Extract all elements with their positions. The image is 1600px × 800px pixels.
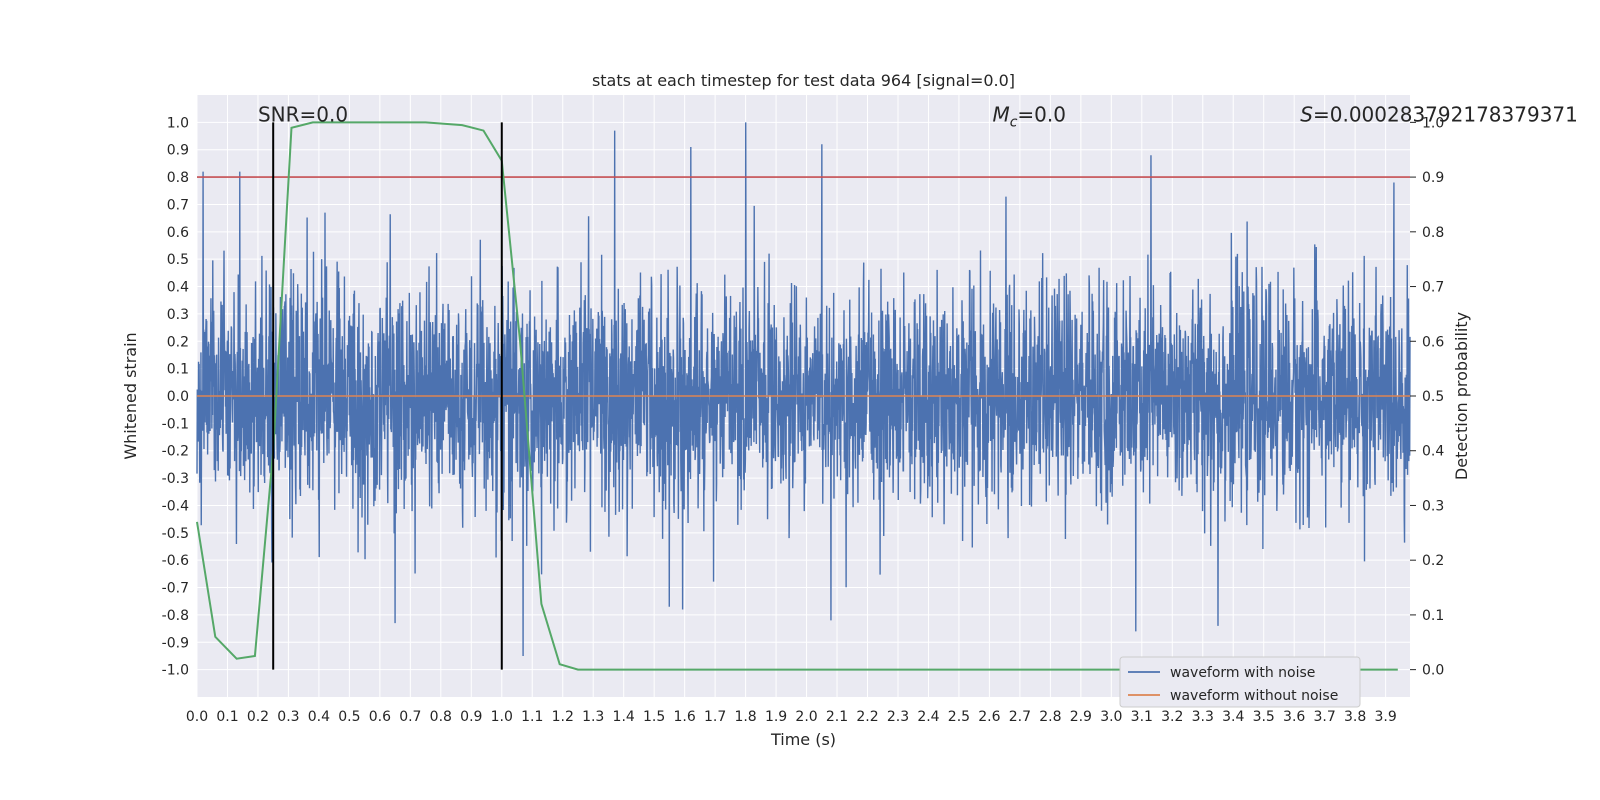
x-tick-label: 1.2 [552, 709, 574, 725]
y2-tick-label: 0.1 [1422, 608, 1444, 624]
y-tick-label: 0.7 [167, 197, 189, 213]
x-tick-label: 2.1 [826, 709, 848, 725]
detection-probability-line [196, 121, 1398, 671]
y-tick-label: -0.3 [162, 471, 189, 487]
y-tick-label: -0.6 [162, 553, 189, 569]
y-tick-label: 0.6 [167, 225, 189, 241]
x-tick-label: 0.5 [338, 709, 360, 725]
legend-label-clean: waveform without noise [1170, 688, 1338, 704]
y2-tick-label: 0.2 [1422, 553, 1444, 569]
x-tick-label: 0.1 [216, 709, 238, 725]
y2-tick-label: 0.0 [1422, 663, 1444, 679]
y-tick-label: 0.4 [167, 280, 189, 296]
y-tick-label: -0.9 [162, 635, 189, 651]
y-tick-label: 0.0 [167, 389, 189, 405]
x-tick-label: 1.3 [582, 709, 604, 725]
mc-subscript: c [1010, 114, 1018, 130]
x-tick-label: 0.9 [460, 709, 482, 725]
x-tick-label: 1.4 [613, 709, 635, 725]
x-tick-label: 0.6 [369, 709, 391, 725]
score-annotation: S=0.000283792178379371 [1300, 102, 1578, 126]
y-tick-label: -0.2 [162, 444, 189, 460]
x-tick-label: 1.7 [704, 709, 726, 725]
chart-marks [196, 121, 1410, 671]
x-tick-label: 0.7 [399, 709, 421, 725]
x-tick-label: 3.0 [1100, 709, 1122, 725]
x-tick-label: 3.7 [1314, 709, 1336, 725]
x-tick-label: 3.1 [1131, 709, 1153, 725]
y2-tick-label: 0.5 [1422, 389, 1444, 405]
legend: waveform with noise waveform without noi… [1119, 656, 1361, 708]
mc-symbol: M [992, 102, 1009, 126]
x-tick-label: 3.3 [1192, 709, 1214, 725]
x-tick-label: 3.8 [1344, 709, 1366, 725]
legend-label-noise: waveform with noise [1170, 665, 1315, 681]
y-tick-label: 0.5 [167, 252, 189, 268]
x-tick-label: 1.5 [643, 709, 665, 725]
y2-tick-label: 0.8 [1422, 225, 1444, 241]
x-tick-label: 1.9 [765, 709, 787, 725]
y-tick-label: -0.1 [162, 416, 189, 432]
x-tick-label: 2.9 [1070, 709, 1092, 725]
y-tick-label: -0.4 [162, 498, 189, 514]
x-tick-label: 1.0 [491, 709, 513, 725]
s-value: =0.000283792178379371 [1313, 102, 1578, 126]
mc-value: =0.0 [1017, 102, 1066, 126]
x-tick-label: 0.3 [277, 709, 299, 725]
y-tick-label: 0.8 [167, 170, 189, 186]
y2-tick-label: 0.9 [1422, 170, 1444, 186]
x-tick-label: 2.2 [856, 709, 878, 725]
x-tick-label: 2.3 [887, 709, 909, 725]
y-tick-label: 0.2 [167, 334, 189, 350]
y2-tick-label: 0.7 [1422, 280, 1444, 296]
y2-tick-label: 0.3 [1422, 498, 1444, 514]
noise-waveform-series [196, 122, 1411, 656]
x-tick-label: 3.6 [1283, 709, 1305, 725]
y-tick-label: 0.1 [167, 362, 189, 378]
x-tick-label: 2.4 [917, 709, 939, 725]
y-tick-label: -0.5 [162, 526, 189, 542]
y-tick-label: -0.7 [162, 581, 189, 597]
noise-waveform-line [196, 122, 1411, 656]
x-tick-label: 1.6 [674, 709, 696, 725]
s-symbol: S [1300, 102, 1313, 126]
legend-box [1119, 656, 1361, 708]
y2-axis-label: Detection probability [1452, 312, 1471, 480]
x-tick-label: 0.4 [308, 709, 330, 725]
x-tick-label: 2.0 [795, 709, 817, 725]
y2-tick-label: 0.4 [1422, 444, 1444, 460]
x-tick-label: 3.2 [1161, 709, 1183, 725]
x-axis-label: Time (s) [770, 730, 836, 749]
tick-labels: 0.0 0.1 0.2 0.3 0.4 0.5 0.6 0.7 0.8 0.9 1.0 1.1 1.2 1… [162, 115, 1445, 725]
x-tick-label: 2.6 [978, 709, 1000, 725]
y-axis-label: Whitened strain [121, 332, 140, 459]
x-tick-label: 0.8 [430, 709, 452, 725]
y-tick-label: -1.0 [162, 663, 189, 679]
y2-tick-label: 0.6 [1422, 334, 1444, 350]
x-tick-label: 2.8 [1039, 709, 1061, 725]
x-tick-label: 1.1 [521, 709, 543, 725]
y-tick-label: 0.3 [167, 307, 189, 323]
chirp-mass-annotation: Mc=0.0 [992, 102, 1066, 130]
y-tick-label: -0.8 [162, 608, 189, 624]
y2-tick-label: 1.0 [1422, 115, 1444, 131]
snr-annotation: SNR=0.0 [258, 102, 348, 126]
x-tick-label: 0.2 [247, 709, 269, 725]
chart-title: stats at each timestep for test data 964… [592, 71, 1015, 90]
x-tick-label: 2.5 [948, 709, 970, 725]
y-tick-label: 1.0 [167, 115, 189, 131]
x-tick-label: 3.9 [1374, 709, 1396, 725]
x-tick-label: 2.7 [1009, 709, 1031, 725]
x-tick-label: 0.0 [186, 709, 208, 725]
x-tick-label: 3.4 [1222, 709, 1244, 725]
x-tick-label: 1.8 [734, 709, 756, 725]
y-tick-label: 0.9 [167, 143, 189, 159]
x-tick-label: 3.5 [1253, 709, 1275, 725]
